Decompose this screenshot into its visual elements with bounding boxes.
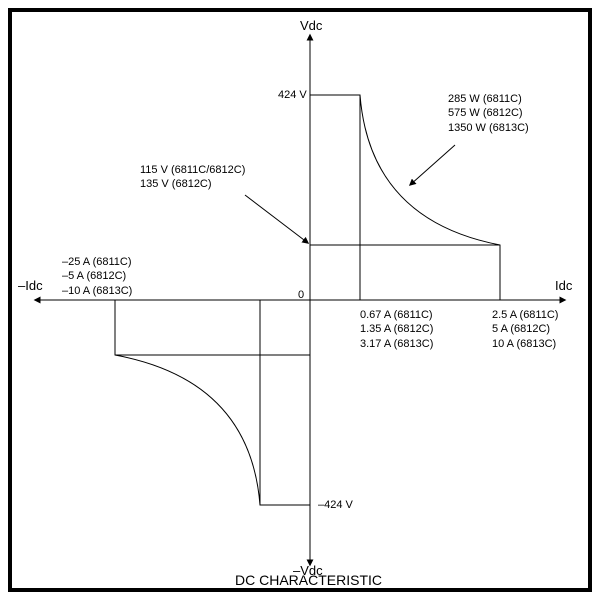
neg-i-line: –10 A (6813C): [62, 284, 132, 298]
max-i-line: 10 A (6813C): [492, 337, 558, 351]
neg-current-limits: –25 A (6811C) –5 A (6812C) –10 A (6813C): [62, 255, 132, 298]
arrow-power: [410, 145, 455, 185]
vmax-label: 424 V: [278, 88, 307, 102]
knee-i-line: 3.17 A (6813C): [360, 337, 433, 351]
max-current: 2.5 A (6811C) 5 A (6812C) 10 A (6813C): [492, 308, 558, 351]
vmin-label: –424 V: [318, 498, 353, 512]
knee-i-line: 0.67 A (6811C): [360, 308, 433, 322]
vknee-line: 115 V (6811C/6812C): [140, 163, 245, 177]
neg-i-line: –25 A (6811C): [62, 255, 132, 269]
power-line: 575 W (6812C): [448, 106, 529, 120]
power-line: 285 W (6811C): [448, 92, 529, 106]
x-neg-axis-label: –Idc: [18, 278, 43, 295]
origin-label: 0: [298, 288, 304, 302]
power-line: 1350 W (6813C): [448, 121, 529, 135]
vknee-line: 135 V (6812C): [140, 177, 245, 191]
max-i-line: 2.5 A (6811C): [492, 308, 558, 322]
max-i-line: 5 A (6812C): [492, 322, 558, 336]
knee-current: 0.67 A (6811C) 1.35 A (6812C) 3.17 A (68…: [360, 308, 433, 351]
voltage-knee: 115 V (6811C/6812C) 135 V (6812C): [140, 163, 245, 192]
y-pos-axis-label: Vdc: [300, 18, 322, 35]
arrow-vknee: [245, 195, 308, 243]
x-pos-axis-label: Idc: [555, 278, 572, 295]
power-ratings: 285 W (6811C) 575 W (6812C) 1350 W (6813…: [448, 92, 529, 135]
neg-i-line: –5 A (6812C): [62, 269, 132, 283]
figure-title: DC CHARACTERISTIC: [235, 572, 382, 588]
knee-i-line: 1.35 A (6812C): [360, 322, 433, 336]
q3-envelope: [115, 300, 310, 505]
